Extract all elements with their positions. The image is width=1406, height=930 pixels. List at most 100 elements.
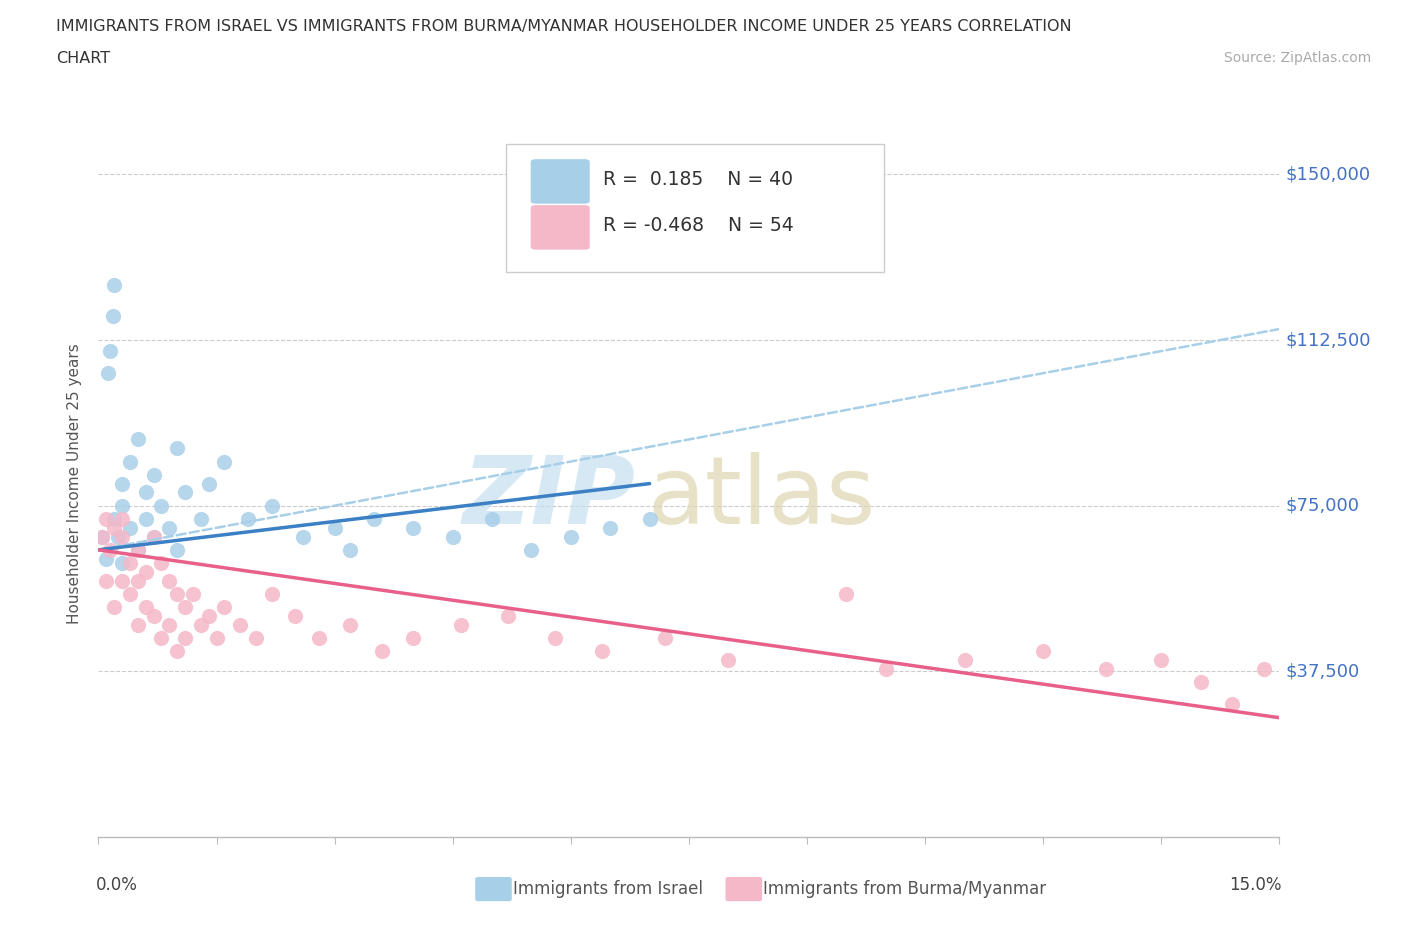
Point <box>174 485 197 500</box>
Point <box>591 644 613 658</box>
Point <box>150 498 173 513</box>
Point <box>599 521 621 536</box>
Point <box>1095 662 1118 677</box>
Text: ZIP: ZIP <box>463 452 636 544</box>
Text: $37,500: $37,500 <box>1285 662 1360 681</box>
Point <box>1189 675 1212 690</box>
Text: Immigrants from Israel: Immigrants from Israel <box>513 880 703 898</box>
Point <box>339 618 361 632</box>
Point <box>111 573 134 589</box>
Text: atlas: atlas <box>648 452 876 544</box>
Point <box>118 556 141 571</box>
Point <box>450 618 472 632</box>
Point <box>214 454 236 469</box>
Point <box>111 476 134 491</box>
Y-axis label: Householder Income Under 25 years: Householder Income Under 25 years <box>67 343 83 624</box>
Text: $150,000: $150,000 <box>1285 166 1371 183</box>
Point <box>98 542 121 557</box>
Point <box>96 573 118 589</box>
Text: CHART: CHART <box>56 51 110 66</box>
Point <box>1220 698 1243 712</box>
Point <box>103 277 125 292</box>
Point <box>260 498 283 513</box>
Point <box>118 454 141 469</box>
Point <box>166 644 188 658</box>
Point <box>363 512 385 526</box>
Point <box>118 587 141 602</box>
Point <box>166 441 188 456</box>
Point <box>308 631 330 645</box>
Point <box>520 542 543 557</box>
Point <box>638 512 661 526</box>
Point <box>245 631 267 645</box>
Point <box>190 512 212 526</box>
Point <box>127 542 149 557</box>
Point <box>97 365 120 380</box>
Point <box>402 521 425 536</box>
Point <box>1032 644 1054 658</box>
Point <box>441 529 464 544</box>
Text: IMMIGRANTS FROM ISRAEL VS IMMIGRANTS FROM BURMA/MYANMAR HOUSEHOLDER INCOME UNDER: IMMIGRANTS FROM ISRAEL VS IMMIGRANTS FRO… <box>56 19 1071 33</box>
Point <box>118 521 141 536</box>
Point <box>1150 653 1173 668</box>
Point <box>91 529 114 544</box>
Point <box>103 600 125 615</box>
Point <box>371 644 394 658</box>
Point <box>127 432 149 447</box>
Point <box>142 529 165 544</box>
Text: R = -0.468    N = 54: R = -0.468 N = 54 <box>603 216 793 235</box>
Point <box>496 609 519 624</box>
Point <box>142 468 165 483</box>
Point <box>103 521 125 536</box>
Point <box>166 587 188 602</box>
Point <box>197 609 219 624</box>
Point <box>323 521 346 536</box>
Point <box>481 512 503 526</box>
Point <box>96 512 118 526</box>
Point <box>150 631 173 645</box>
Point <box>236 512 259 526</box>
Text: 15.0%: 15.0% <box>1229 876 1282 894</box>
Point <box>214 600 236 615</box>
Point <box>98 344 121 359</box>
Point <box>157 521 180 536</box>
Point <box>111 556 134 571</box>
Point <box>91 529 114 544</box>
Point <box>190 618 212 632</box>
Point <box>127 542 149 557</box>
Point <box>174 600 197 615</box>
Point <box>111 498 134 513</box>
Point <box>284 609 307 624</box>
Point <box>157 573 180 589</box>
Point <box>111 529 134 544</box>
Text: Immigrants from Burma/Myanmar: Immigrants from Burma/Myanmar <box>763 880 1046 898</box>
Point <box>127 573 149 589</box>
Point <box>260 587 283 602</box>
Text: $112,500: $112,500 <box>1285 331 1371 349</box>
Point <box>101 309 124 324</box>
Point <box>135 565 157 579</box>
Point <box>835 587 858 602</box>
Point <box>205 631 228 645</box>
Point <box>875 662 897 677</box>
FancyBboxPatch shape <box>506 144 884 272</box>
Point <box>135 512 157 526</box>
Point <box>150 556 173 571</box>
Point <box>142 609 165 624</box>
Point <box>292 529 315 544</box>
Point <box>560 529 582 544</box>
Point <box>1253 662 1275 677</box>
Point <box>103 512 125 526</box>
Point <box>111 512 134 526</box>
Point <box>544 631 567 645</box>
Point <box>339 542 361 557</box>
Point <box>96 551 118 566</box>
Point <box>142 529 165 544</box>
Point <box>174 631 197 645</box>
Point <box>717 653 740 668</box>
Point <box>157 618 180 632</box>
Point <box>402 631 425 645</box>
Text: 0.0%: 0.0% <box>96 876 138 894</box>
Point <box>181 587 204 602</box>
FancyBboxPatch shape <box>530 206 589 249</box>
